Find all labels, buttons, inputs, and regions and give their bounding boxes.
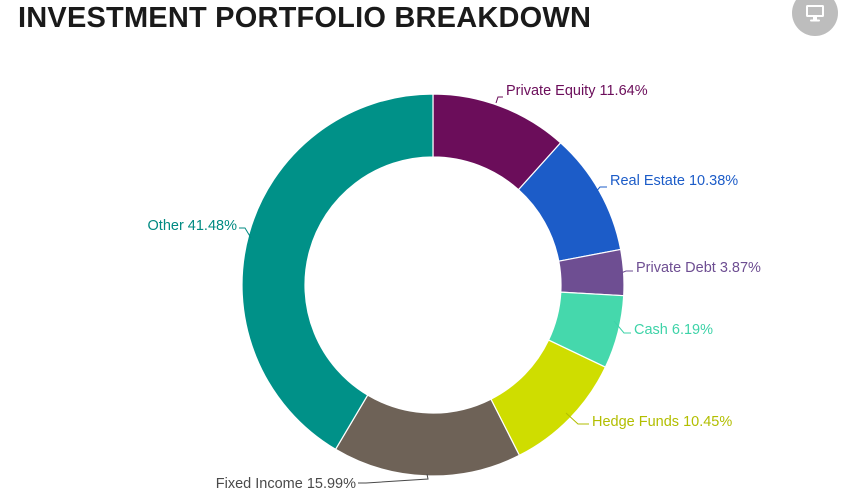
leader-line-cash <box>613 320 631 334</box>
monitor-button[interactable] <box>792 0 838 36</box>
data-label-other: Other 41.48% <box>148 218 238 234</box>
leader-line-other <box>239 227 252 239</box>
data-label-real-estate: Real Estate 10.38% <box>610 173 738 189</box>
data-label-private-debt: Private Debt 3.87% <box>636 260 761 276</box>
data-label-cash: Cash 6.19% <box>634 322 713 338</box>
slice-other[interactable] <box>241 93 434 451</box>
data-label-private-equity: Private Equity 11.64% <box>506 83 648 99</box>
leader-line-real-estate <box>593 186 607 195</box>
data-label-fixed-income: Fixed Income 15.99% <box>216 476 356 492</box>
leader-line-private-equity <box>495 96 503 104</box>
leader-line-fixed-income <box>358 473 429 484</box>
slice-fixed-income[interactable] <box>334 394 521 477</box>
data-label-hedge-funds: Hedge Funds 10.45% <box>592 414 732 430</box>
page-title: INVESTMENT PORTFOLIO BREAKDOWN <box>18 2 592 34</box>
monitor-icon <box>806 5 824 22</box>
leader-line-hedge-funds <box>565 412 589 425</box>
leader-line-private-debt <box>620 270 633 274</box>
